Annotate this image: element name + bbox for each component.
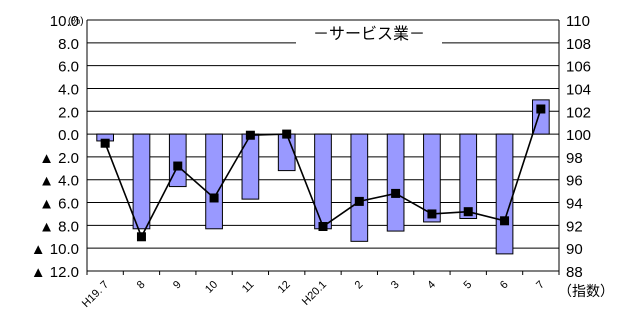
category-label: H20.1: [300, 279, 329, 308]
index-marker-5: [282, 129, 292, 139]
category-label: 9: [171, 279, 184, 292]
index-marker-4: [245, 130, 255, 140]
left-tick-label: ▲ 2.0: [39, 150, 79, 167]
index-marker-12: [536, 104, 546, 114]
right-axis-unit: （指数）: [558, 283, 614, 299]
right-tick-label: 88: [566, 264, 583, 281]
right-tick-label: 100: [566, 127, 591, 144]
bar-11: [495, 133, 514, 255]
index-marker-6: [318, 222, 328, 232]
left-tick-label: 6.0: [58, 59, 79, 76]
right-tick-label: 110: [566, 13, 590, 30]
left-tick-label: 8.0: [58, 36, 79, 53]
left-tick-label: ▲ 8.0: [39, 218, 79, 235]
axes: [86, 20, 560, 275]
category-label: 4: [425, 279, 438, 292]
category-label: 11: [240, 279, 257, 296]
bar-3: [205, 133, 223, 230]
index-marker-7: [354, 196, 364, 206]
left-tick-label: ▲ 6.0: [39, 196, 79, 213]
category-label: 8: [135, 279, 148, 292]
category-label: 2: [353, 279, 366, 292]
category-label: H19. 7: [80, 279, 111, 310]
bar-7: [350, 133, 369, 242]
index-marker-1: [136, 232, 146, 242]
tick-labels: 10.0 8.0 6.0 4.0 2.0 0.0 ▲ 2.0 ▲ 4.0 ▲ 6.0 ▲ 8.0 ▲…: [31, 13, 591, 310]
bar-8: [386, 133, 405, 232]
index-marker-3: [209, 193, 219, 203]
index-marker-9: [427, 209, 437, 219]
left-tick-label: 10.0: [50, 13, 79, 30]
category-label: 12: [276, 279, 293, 296]
category-label: 10: [203, 279, 220, 296]
right-tick-label: 108: [566, 36, 591, 53]
index-marker-11: [500, 216, 510, 226]
category-label: 7: [534, 279, 547, 292]
bar-10: [459, 133, 478, 220]
index-marker-10: [463, 207, 473, 217]
right-tick-label: 102: [566, 104, 591, 121]
left-axis-unit: (%): [68, 16, 84, 27]
bar-5: [277, 133, 296, 172]
left-tick-label: 0.0: [58, 127, 79, 144]
left-tick-label: ▲ 12.0: [31, 264, 79, 281]
left-tick-label: ▲ 4.0: [39, 173, 79, 190]
category-label: 3: [389, 279, 402, 292]
right-tick-label: 90: [566, 241, 583, 258]
category-label: 6: [498, 279, 511, 292]
left-tick-label: ▲ 10.0: [31, 241, 79, 258]
right-tick-label: 98: [566, 150, 583, 167]
left-tick-label: 2.0: [58, 104, 79, 121]
category-label: 5: [462, 279, 475, 292]
bar-6: [314, 133, 332, 230]
index-marker-8: [391, 188, 401, 198]
right-tick-label: 92: [566, 218, 583, 235]
chart-title: －サービス業－: [313, 25, 425, 43]
right-tick-label: 94: [566, 196, 583, 213]
bar-1: [132, 133, 151, 230]
index-markers: [100, 104, 546, 242]
bar-9: [423, 133, 441, 223]
right-tick-label: 104: [566, 81, 591, 98]
chart-title-box: [296, 23, 442, 45]
right-tick-label: 96: [566, 173, 583, 190]
index-marker-2: [173, 161, 183, 171]
index-marker-0: [100, 138, 110, 148]
right-tick-label: 106: [566, 59, 591, 76]
left-tick-label: 4.0: [58, 81, 79, 98]
